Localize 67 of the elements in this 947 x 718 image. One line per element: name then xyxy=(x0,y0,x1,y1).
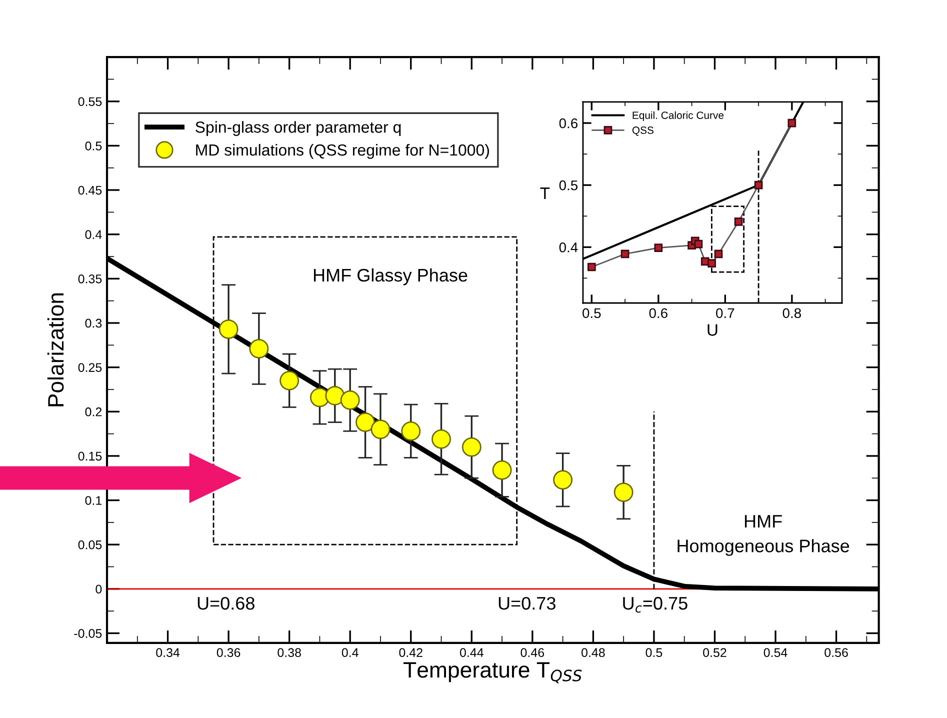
legend-label: Equil. Caloric Curve xyxy=(632,111,724,122)
x-tick-label: 0.38 xyxy=(278,648,301,658)
x-tick-label: 0.8 xyxy=(782,308,801,318)
legend-label: MD simulations (QSS regime for N=1000) xyxy=(196,144,489,159)
y-tick-label: 0.55 xyxy=(78,97,102,106)
y-tick-label: 0.6 xyxy=(559,118,578,128)
y-tick-label: 0.05 xyxy=(78,540,102,550)
point xyxy=(708,259,716,268)
x-tick-label: 0.6 xyxy=(649,308,668,318)
annotation: HMF Glassy Phase xyxy=(314,268,468,286)
point xyxy=(356,412,376,432)
y-tick-label: 0.25 xyxy=(78,363,102,372)
point xyxy=(340,390,360,410)
point xyxy=(788,118,796,128)
annotation: HMF Homogeneous Phase xyxy=(678,515,850,556)
point xyxy=(462,437,482,457)
y-tick-label: 0.1 xyxy=(85,496,102,505)
annotation: U$_{c}$=0.75 xyxy=(623,596,688,613)
x-tick-label: 0.56 xyxy=(824,648,848,658)
x-tick-label: 0.5 xyxy=(582,308,601,318)
legend-label: QSS xyxy=(632,126,654,136)
point xyxy=(370,420,390,440)
x-tick-label: 0.52 xyxy=(703,648,726,658)
point xyxy=(694,240,703,248)
x-tick-label: 0.46 xyxy=(520,648,544,658)
y-tick-label: 0.4 xyxy=(559,242,578,252)
x-axis-title: Temperature T$_{QSS}$ xyxy=(404,662,582,684)
point xyxy=(553,470,573,490)
annotation: U=0.68 xyxy=(198,596,254,610)
point xyxy=(654,244,663,252)
annotation: U=0.73 xyxy=(498,596,556,610)
point xyxy=(620,250,630,258)
x-tick-label: 0.7 xyxy=(716,308,734,318)
y-tick-label: 0.2 xyxy=(85,407,102,416)
point xyxy=(587,262,596,272)
y-axis-title: T xyxy=(540,188,550,200)
y-tick-label: 0.5 xyxy=(85,142,102,150)
y-tick-label: 0.35 xyxy=(78,274,102,284)
y-tick-label: -0.05 xyxy=(74,629,102,638)
y-tick-label: 0.15 xyxy=(78,452,102,461)
point xyxy=(734,218,743,226)
y-tick-label: 0.45 xyxy=(78,186,102,195)
point xyxy=(218,319,238,339)
y-tick-label: 0 xyxy=(96,584,102,594)
point xyxy=(614,482,634,502)
point xyxy=(325,386,345,406)
legend-label: Spin-glass order parameter q xyxy=(196,121,401,136)
point xyxy=(714,250,723,258)
x-tick-label: 0.36 xyxy=(216,648,240,658)
y-tick-label: 0.5 xyxy=(559,180,578,190)
point xyxy=(432,429,451,449)
x-tick-label: 0.5 xyxy=(646,648,662,658)
point xyxy=(280,370,300,390)
x-axis-title: U xyxy=(708,324,718,336)
point xyxy=(401,421,421,441)
x-tick-label: 0.54 xyxy=(764,648,788,658)
x-tick-label: 0.4 xyxy=(342,648,358,658)
y-tick-label: 0.3 xyxy=(85,318,102,328)
x-tick-label: 0.34 xyxy=(156,648,180,658)
x-tick-label: 0.48 xyxy=(582,648,605,658)
y-tick-label: 0.4 xyxy=(85,230,102,240)
point xyxy=(249,338,269,358)
x-tick-label: 0.42 xyxy=(399,648,422,658)
point xyxy=(754,180,763,190)
x-tick-label: 0.44 xyxy=(460,648,484,658)
y-axis-title: Polarization xyxy=(47,293,64,406)
point xyxy=(492,460,512,480)
